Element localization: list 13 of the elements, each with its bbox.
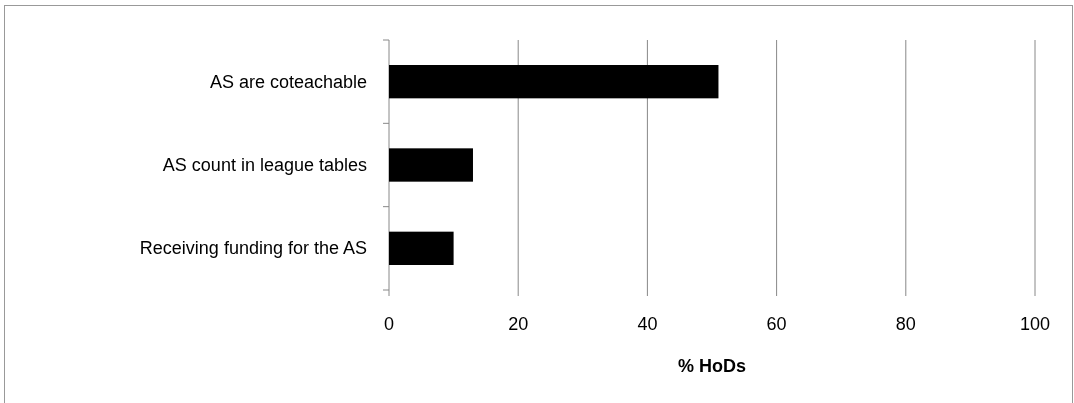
bar bbox=[389, 231, 454, 265]
x-tick-label: 0 bbox=[383, 314, 395, 334]
bar bbox=[389, 65, 719, 99]
x-tick-label: 100 bbox=[1019, 314, 1051, 334]
x-tick-label: 20 bbox=[508, 314, 529, 334]
x-tick-label: 40 bbox=[637, 314, 658, 334]
y-tick-label: Receiving funding for the AS bbox=[139, 238, 367, 259]
y-tick-label: AS count in league tables bbox=[162, 155, 367, 175]
x-tick-label: 60 bbox=[766, 314, 787, 334]
x-axis-title: % HoDs bbox=[677, 356, 747, 376]
x-tick-label: 80 bbox=[895, 314, 916, 334]
y-tick-label: AS are coteachable bbox=[209, 71, 367, 92]
bar bbox=[389, 148, 473, 182]
